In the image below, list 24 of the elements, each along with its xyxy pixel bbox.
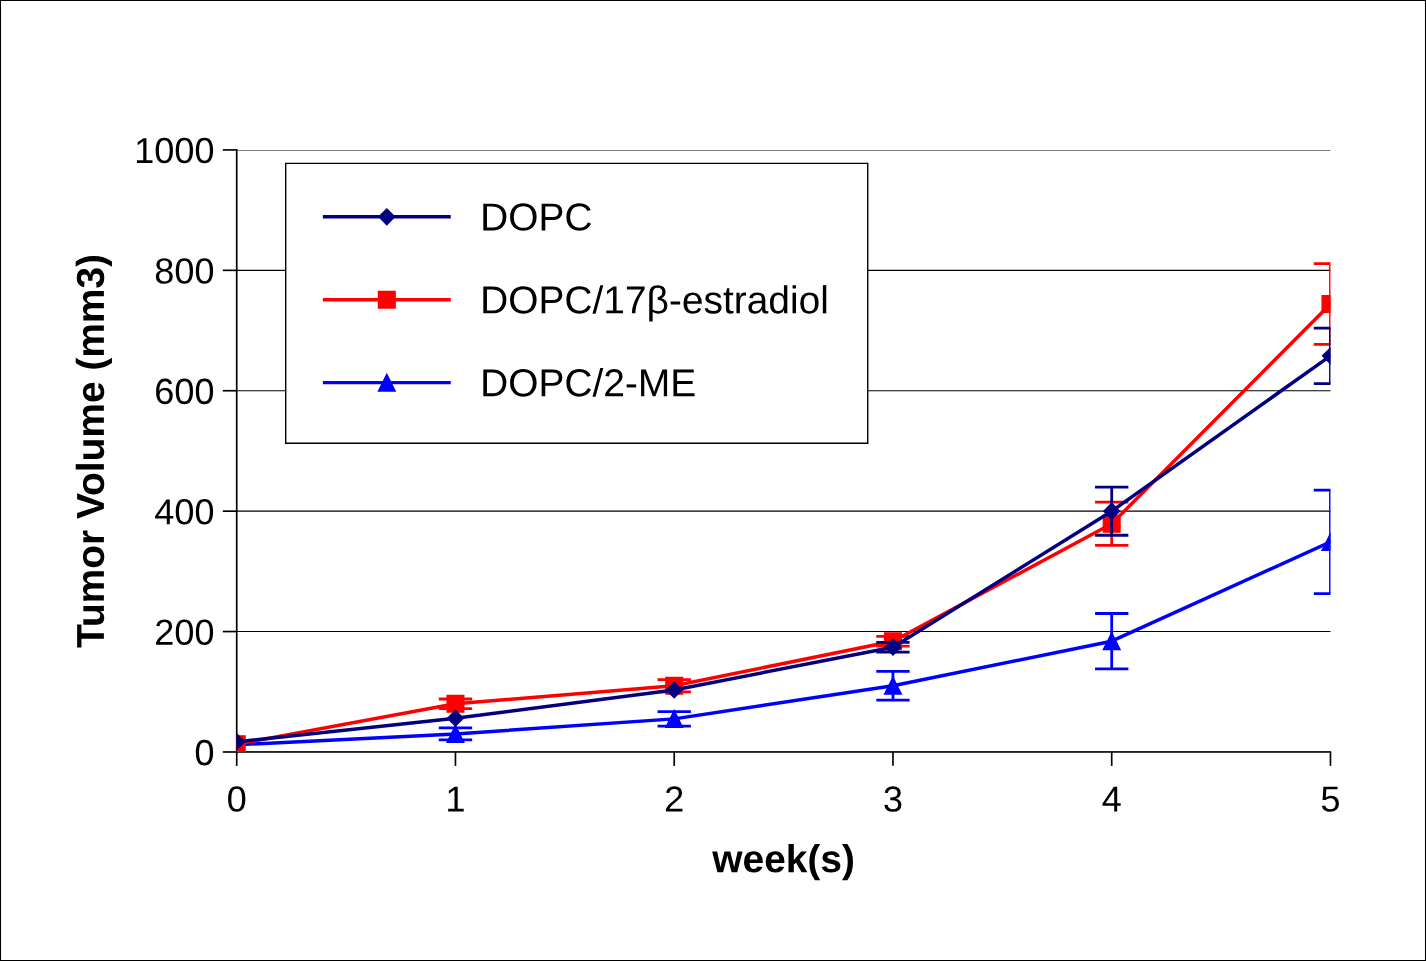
y-tick-label: 200	[156, 619, 214, 646]
y-tick-label: 1000	[136, 137, 214, 164]
x-tick-label: 2	[665, 786, 683, 812]
legend-label: DOPC/17β-estradiol	[483, 285, 827, 322]
x-tick-label: 0	[228, 786, 246, 812]
y-axis-title: Tumor Volume (mm3)	[75, 255, 112, 648]
point	[884, 638, 902, 656]
x-axis-title: week(s)	[712, 843, 853, 881]
x-tick-label: 1	[448, 786, 464, 812]
point	[446, 709, 465, 727]
x-tick-label: 4	[1102, 786, 1121, 812]
point	[446, 724, 465, 743]
y-tick-label: 600	[156, 378, 214, 405]
legend-label: DOPC/2-ME	[483, 368, 695, 397]
x-tick-label: 3	[884, 786, 902, 812]
y-tick-label: 800	[155, 258, 214, 284]
y-tick-label: 0	[195, 739, 214, 766]
point	[665, 709, 684, 728]
point	[883, 676, 902, 695]
legend-label: DOPC	[483, 203, 592, 231]
y-tick-label: 400	[155, 499, 214, 525]
point	[665, 681, 683, 699]
point	[446, 694, 465, 713]
x-tick-label: 5	[1321, 786, 1339, 812]
